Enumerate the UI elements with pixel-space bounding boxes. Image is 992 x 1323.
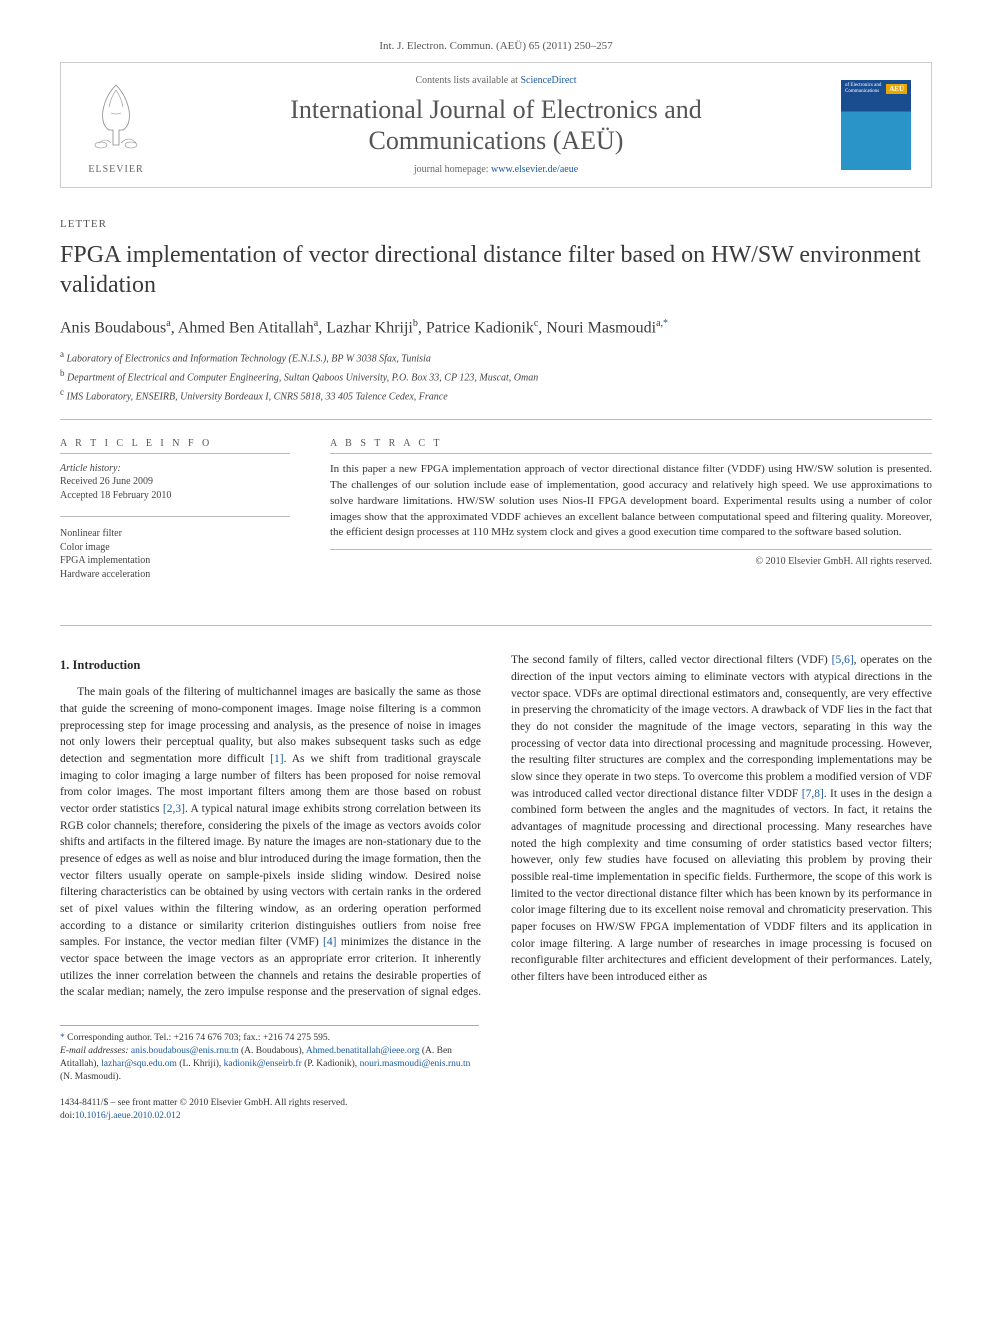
publisher-label: ELSEVIER xyxy=(88,164,143,175)
email-link[interactable]: lazhar@squ.edu.om xyxy=(101,1059,177,1069)
keyword: Hardware acceleration xyxy=(60,568,290,582)
rule xyxy=(60,625,932,626)
article-info: A R T I C L E I N F O Article history: R… xyxy=(60,438,290,596)
email-link[interactable]: nouri.masmoudi@enis.rnu.tn xyxy=(360,1059,471,1069)
abstract-head: A B S T R A C T xyxy=(330,438,932,454)
journal-name-line1: International Journal of Electronics and xyxy=(290,95,702,124)
ref-link[interactable]: [5,6] xyxy=(832,654,854,666)
footer-meta: 1434-8411/$ – see front matter © 2010 El… xyxy=(60,1097,479,1123)
email-link[interactable]: Ahmed.benatitallah@ieee.org xyxy=(306,1046,420,1056)
affiliations: a Laboratory of Electronics and Informat… xyxy=(60,348,932,405)
article-title: FPGA implementation of vector directiona… xyxy=(60,240,932,300)
ref-link[interactable]: [4] xyxy=(323,936,336,948)
affil-b: b Department of Electrical and Computer … xyxy=(60,367,932,385)
keywords: Nonlinear filterColor imageFPGA implemen… xyxy=(60,527,290,581)
journal-title-block: Contents lists available at ScienceDirec… xyxy=(171,63,821,187)
keyword: Color image xyxy=(60,541,290,555)
sciencedirect-link[interactable]: ScienceDirect xyxy=(520,75,576,86)
homepage-label: journal homepage: xyxy=(414,164,491,175)
affil-a: a Laboratory of Electronics and Informat… xyxy=(60,348,932,366)
footnotes: * Corresponding author. Tel.: +216 74 67… xyxy=(60,1025,479,1083)
contents-text: Contents lists available at xyxy=(415,75,520,86)
keyword: FPGA implementation xyxy=(60,554,290,568)
journal-header: ELSEVIER Contents lists available at Sci… xyxy=(60,62,932,188)
homepage-link[interactable]: www.elsevier.de/aeue xyxy=(491,164,578,175)
accepted-date: Accepted 18 February 2010 xyxy=(60,489,290,503)
abstract: A B S T R A C T In this paper a new FPGA… xyxy=(330,438,932,596)
section-1-head: 1. Introduction xyxy=(60,656,481,674)
rule xyxy=(60,516,290,517)
journal-homepage: journal homepage: www.elsevier.de/aeue xyxy=(181,164,811,175)
article-type: LETTER xyxy=(60,218,932,230)
ref-link[interactable]: [1] xyxy=(270,753,283,765)
contents-available: Contents lists available at ScienceDirec… xyxy=(181,75,811,86)
journal-name-line2: Communications (AEÜ) xyxy=(369,126,624,155)
journal-reference: Int. J. Electron. Commun. (AEÜ) 65 (2011… xyxy=(60,40,932,52)
elsevier-tree-icon xyxy=(81,75,151,160)
body-text: 1. Introduction The main goals of the fi… xyxy=(60,652,932,1001)
doi-link[interactable]: 10.1016/j.aeue.2010.02.012 xyxy=(75,1111,181,1121)
journal-name: International Journal of Electronics and… xyxy=(181,94,811,156)
history-head: Article history: xyxy=(60,462,290,476)
email-link[interactable]: anis.boudabous@enis.rnu.tn xyxy=(131,1046,239,1056)
article-history: Article history: Received 26 June 2009 A… xyxy=(60,462,290,503)
doi-line: doi:10.1016/j.aeue.2010.02.012 xyxy=(60,1110,479,1123)
abstract-body: In this paper a new FPGA implementation … xyxy=(330,462,932,542)
issn-line: 1434-8411/$ – see front matter © 2010 El… xyxy=(60,1097,479,1110)
received-date: Received 26 June 2009 xyxy=(60,475,290,489)
journal-cover-thumb xyxy=(821,63,931,187)
ref-link[interactable]: [7,8] xyxy=(802,788,824,800)
affil-c: c IMS Laboratory, ENSEIRB, University Bo… xyxy=(60,386,932,404)
article-info-head: A R T I C L E I N F O xyxy=(60,438,290,454)
publisher-logo: ELSEVIER xyxy=(61,63,171,187)
email-link[interactable]: kadionik@enseirb.fr xyxy=(224,1059,302,1069)
body-paragraph: The main goals of the filtering of multi… xyxy=(60,652,932,1001)
ref-link[interactable]: [2,3] xyxy=(163,803,185,815)
rule xyxy=(60,419,932,420)
authors: Anis Boudabousa, Ahmed Ben Atitallaha, L… xyxy=(60,318,932,337)
keyword: Nonlinear filter xyxy=(60,527,290,541)
cover-icon xyxy=(841,80,911,170)
abstract-copyright: © 2010 Elsevier GmbH. All rights reserve… xyxy=(330,549,932,567)
